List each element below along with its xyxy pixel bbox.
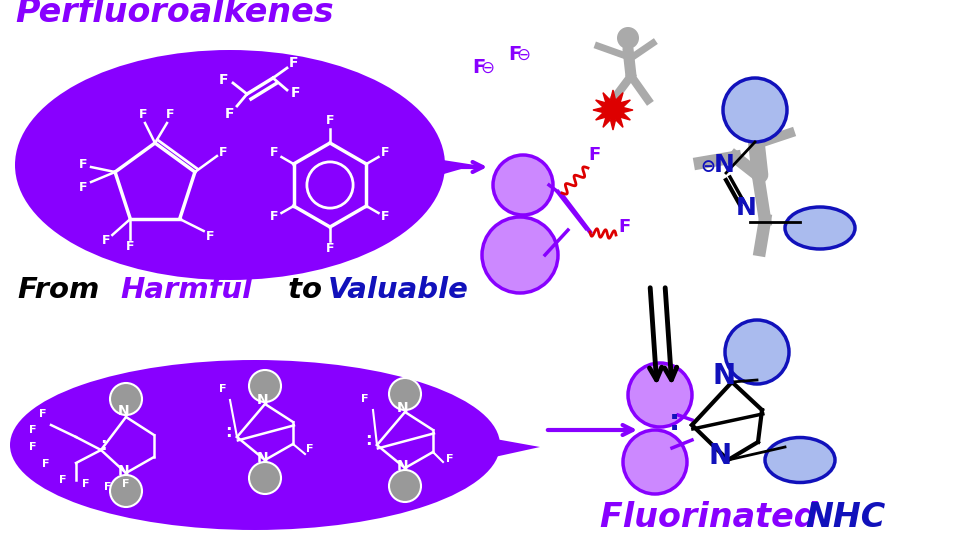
Circle shape xyxy=(389,470,421,502)
Text: F: F xyxy=(39,409,47,419)
Text: ⊖: ⊖ xyxy=(480,59,493,77)
Text: :: : xyxy=(668,408,680,436)
Text: F: F xyxy=(325,242,334,255)
Text: F: F xyxy=(588,146,600,164)
Text: F: F xyxy=(79,180,87,193)
Text: F: F xyxy=(126,240,134,253)
Text: F: F xyxy=(42,459,50,469)
Text: F: F xyxy=(325,114,334,127)
Text: F: F xyxy=(218,73,228,87)
Text: F: F xyxy=(381,146,390,159)
Text: N: N xyxy=(257,393,269,407)
Circle shape xyxy=(389,378,421,410)
Text: F: F xyxy=(139,109,147,122)
Ellipse shape xyxy=(10,360,500,530)
Text: F: F xyxy=(122,479,130,489)
Text: Harmful: Harmful xyxy=(120,276,252,304)
Text: F: F xyxy=(508,45,521,64)
Text: F: F xyxy=(288,56,298,70)
Text: :: : xyxy=(226,423,232,441)
Circle shape xyxy=(110,475,142,507)
Text: N: N xyxy=(397,401,409,415)
Text: F: F xyxy=(306,444,314,454)
Text: Valuable: Valuable xyxy=(328,276,468,304)
Text: F: F xyxy=(60,475,67,485)
Circle shape xyxy=(748,100,778,130)
Circle shape xyxy=(482,217,558,293)
Polygon shape xyxy=(430,158,475,178)
Text: F: F xyxy=(29,442,36,452)
Text: Perfluoroalkenes: Perfluoroalkenes xyxy=(15,0,334,29)
Text: to: to xyxy=(278,276,332,304)
Text: F: F xyxy=(205,231,214,244)
Circle shape xyxy=(623,430,687,494)
Circle shape xyxy=(249,462,281,494)
Text: F: F xyxy=(290,86,300,100)
Ellipse shape xyxy=(785,207,855,249)
Text: Fluorinated: Fluorinated xyxy=(600,501,829,534)
Text: F: F xyxy=(271,211,278,224)
Circle shape xyxy=(725,320,789,384)
Text: :: : xyxy=(100,436,107,454)
Text: NHC: NHC xyxy=(805,501,885,534)
Text: N: N xyxy=(714,153,734,177)
Polygon shape xyxy=(593,90,633,130)
Text: F: F xyxy=(79,158,87,171)
Text: F: F xyxy=(219,145,228,159)
Circle shape xyxy=(723,78,787,142)
Text: F: F xyxy=(271,146,278,159)
Circle shape xyxy=(249,370,281,402)
Text: N: N xyxy=(708,442,732,470)
Text: F: F xyxy=(166,109,175,122)
Text: F: F xyxy=(618,218,631,236)
Circle shape xyxy=(493,155,553,215)
Text: F: F xyxy=(83,479,89,489)
Text: ⊖: ⊖ xyxy=(700,158,715,176)
Text: F: F xyxy=(472,58,485,77)
Text: :: : xyxy=(366,431,372,449)
Text: N: N xyxy=(257,451,269,465)
Text: F: F xyxy=(381,211,390,224)
Text: N: N xyxy=(118,464,130,478)
Text: From: From xyxy=(18,276,109,304)
Polygon shape xyxy=(490,438,540,458)
Text: ⊖: ⊖ xyxy=(516,46,530,64)
Circle shape xyxy=(628,363,692,427)
Circle shape xyxy=(110,383,142,415)
Text: F: F xyxy=(105,482,111,492)
Text: N: N xyxy=(118,404,130,418)
Text: F: F xyxy=(361,394,369,404)
Text: F: F xyxy=(219,384,227,394)
Text: N: N xyxy=(736,196,756,220)
Text: F: F xyxy=(29,425,36,435)
Text: F: F xyxy=(226,107,235,121)
Ellipse shape xyxy=(765,437,835,483)
Ellipse shape xyxy=(15,50,445,280)
Text: F: F xyxy=(102,234,110,247)
Circle shape xyxy=(617,27,639,49)
Text: F: F xyxy=(446,454,454,464)
Text: N: N xyxy=(712,362,735,390)
Text: N: N xyxy=(397,459,409,473)
